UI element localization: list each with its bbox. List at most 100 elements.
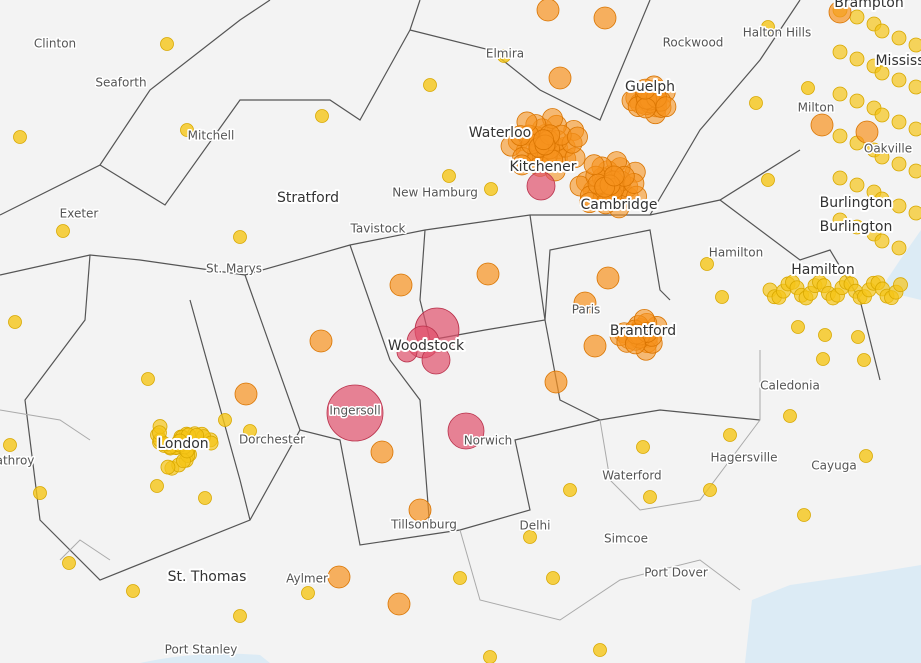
marker — [816, 352, 830, 366]
marker — [370, 440, 394, 464]
marker — [810, 113, 834, 137]
marker — [309, 329, 333, 353]
marker — [908, 205, 921, 221]
marker — [447, 412, 485, 450]
marker — [891, 198, 907, 214]
marker — [891, 156, 907, 172]
marker — [126, 584, 140, 598]
marker — [832, 128, 848, 144]
place-label: Hamilton — [791, 262, 854, 278]
marker — [3, 438, 17, 452]
marker — [423, 78, 437, 92]
marker — [484, 182, 498, 196]
marker — [908, 37, 921, 53]
place-label: Woodstock — [388, 338, 465, 354]
marker — [832, 86, 848, 102]
place-label: Mississ — [875, 53, 921, 69]
marker — [387, 592, 411, 616]
place-label: Elmira — [486, 47, 524, 61]
place-label: St. Thomas — [168, 569, 247, 585]
marker — [203, 435, 219, 451]
marker — [180, 123, 194, 137]
place-label: Cambridge — [581, 197, 658, 213]
marker — [855, 120, 879, 144]
marker — [179, 443, 195, 459]
place-label: Kitchener — [510, 159, 577, 175]
marker — [832, 170, 848, 186]
place-label: Oakville — [864, 142, 912, 156]
marker — [874, 191, 890, 207]
place-label: Stratford — [277, 190, 339, 206]
marker — [189, 427, 204, 443]
marker — [700, 257, 714, 271]
marker — [567, 126, 588, 148]
place-label: Aylmer — [286, 572, 328, 586]
marker — [603, 165, 625, 187]
marker — [851, 330, 865, 344]
marker — [198, 491, 212, 505]
marker — [150, 479, 164, 493]
marker — [243, 424, 257, 438]
marker — [510, 125, 531, 147]
place-label: Paris — [572, 303, 601, 317]
marker — [593, 6, 617, 30]
place-label: Waterloo — [469, 125, 531, 141]
place-label: London — [157, 436, 208, 452]
marker — [874, 65, 890, 81]
place-label: Ingersoll — [329, 404, 380, 418]
marker — [908, 121, 921, 137]
marker — [389, 273, 413, 297]
marker — [908, 79, 921, 95]
marker — [327, 565, 351, 589]
marker — [655, 96, 677, 118]
marker — [761, 173, 775, 187]
marker — [828, 0, 852, 24]
marker — [157, 436, 172, 452]
marker — [891, 240, 907, 256]
marker — [453, 571, 467, 585]
marker — [573, 291, 597, 315]
marker — [497, 49, 511, 63]
place-label: Simcoe — [604, 532, 648, 546]
marker — [583, 154, 605, 176]
marker — [33, 486, 47, 500]
marker — [593, 643, 607, 657]
marker — [849, 177, 865, 193]
place-label: Hamilton — [709, 246, 763, 260]
place-label: Milton — [798, 101, 835, 115]
marker — [849, 93, 865, 109]
place-label: Guelph — [625, 79, 675, 95]
marker — [874, 233, 890, 249]
marker — [141, 372, 155, 386]
place-label: Dorchester — [239, 433, 305, 447]
place-label: Halton Hills — [743, 26, 811, 40]
marker — [13, 130, 27, 144]
marker — [703, 483, 717, 497]
marker — [301, 586, 315, 600]
marker — [874, 107, 890, 123]
marker — [396, 341, 418, 363]
marker — [832, 44, 848, 60]
marker — [801, 81, 815, 95]
marker — [536, 0, 560, 22]
marker — [715, 290, 729, 304]
marker — [874, 149, 890, 165]
place-label: Cayuga — [811, 459, 856, 473]
marker — [791, 320, 805, 334]
marker — [476, 262, 500, 286]
place-label: Burlington — [820, 195, 893, 211]
place-label: Port Dover — [644, 566, 708, 580]
marker — [56, 224, 70, 238]
marker — [783, 409, 797, 423]
marker — [797, 508, 811, 522]
water — [140, 230, 921, 663]
marker — [859, 449, 873, 463]
marker — [832, 212, 848, 228]
marker — [849, 51, 865, 67]
place-label: Hagersville — [710, 451, 777, 465]
marker — [636, 440, 650, 454]
marker — [218, 413, 232, 427]
marker — [908, 163, 921, 179]
